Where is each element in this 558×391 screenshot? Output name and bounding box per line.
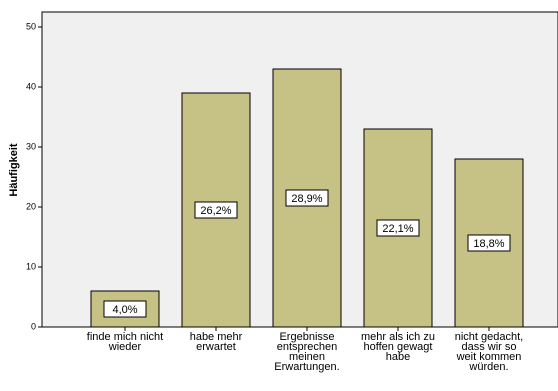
y-tick-label: 10	[26, 261, 36, 271]
y-tick-label: 50	[26, 21, 36, 31]
x-tick-label: mehr als ich zu hoffen gewagt habe	[361, 331, 435, 363]
y-tick-label: 20	[26, 201, 36, 211]
value-label: 22,1%	[382, 223, 413, 235]
y-tick-label: 0	[31, 321, 36, 331]
y-tick-label: 40	[26, 81, 36, 91]
x-tick-label: habe mehr erwartet	[189, 331, 243, 353]
value-label-box	[103, 300, 147, 318]
value-label: 28,9%	[291, 193, 322, 205]
y-tick-label: 30	[26, 141, 36, 151]
value-label-box	[194, 201, 238, 219]
value-label-box	[285, 189, 329, 207]
value-label: 4,0%	[112, 304, 137, 316]
x-tick-label: finde mich nicht wieder	[86, 331, 164, 353]
value-label: 18,8%	[473, 238, 504, 250]
value-label: 26,2%	[200, 205, 231, 217]
x-tick-label: nicht gedacht, dass wir so weit kommen w…	[454, 331, 524, 373]
value-label-box	[376, 219, 420, 237]
value-label-box	[467, 234, 511, 252]
y-axis-label: Häufigkeit	[8, 143, 20, 197]
x-tick-label: Ergebnisse entsprechen meinen Erwartunge…	[274, 331, 340, 373]
